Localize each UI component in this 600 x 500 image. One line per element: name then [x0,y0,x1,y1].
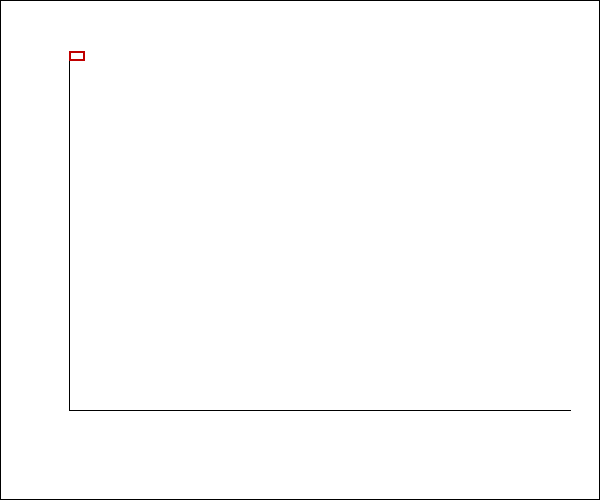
plot-area [69,51,571,411]
chart-zone [69,51,571,411]
annotation-box [69,51,85,61]
title-area [1,1,599,7]
chart-container [0,0,600,500]
